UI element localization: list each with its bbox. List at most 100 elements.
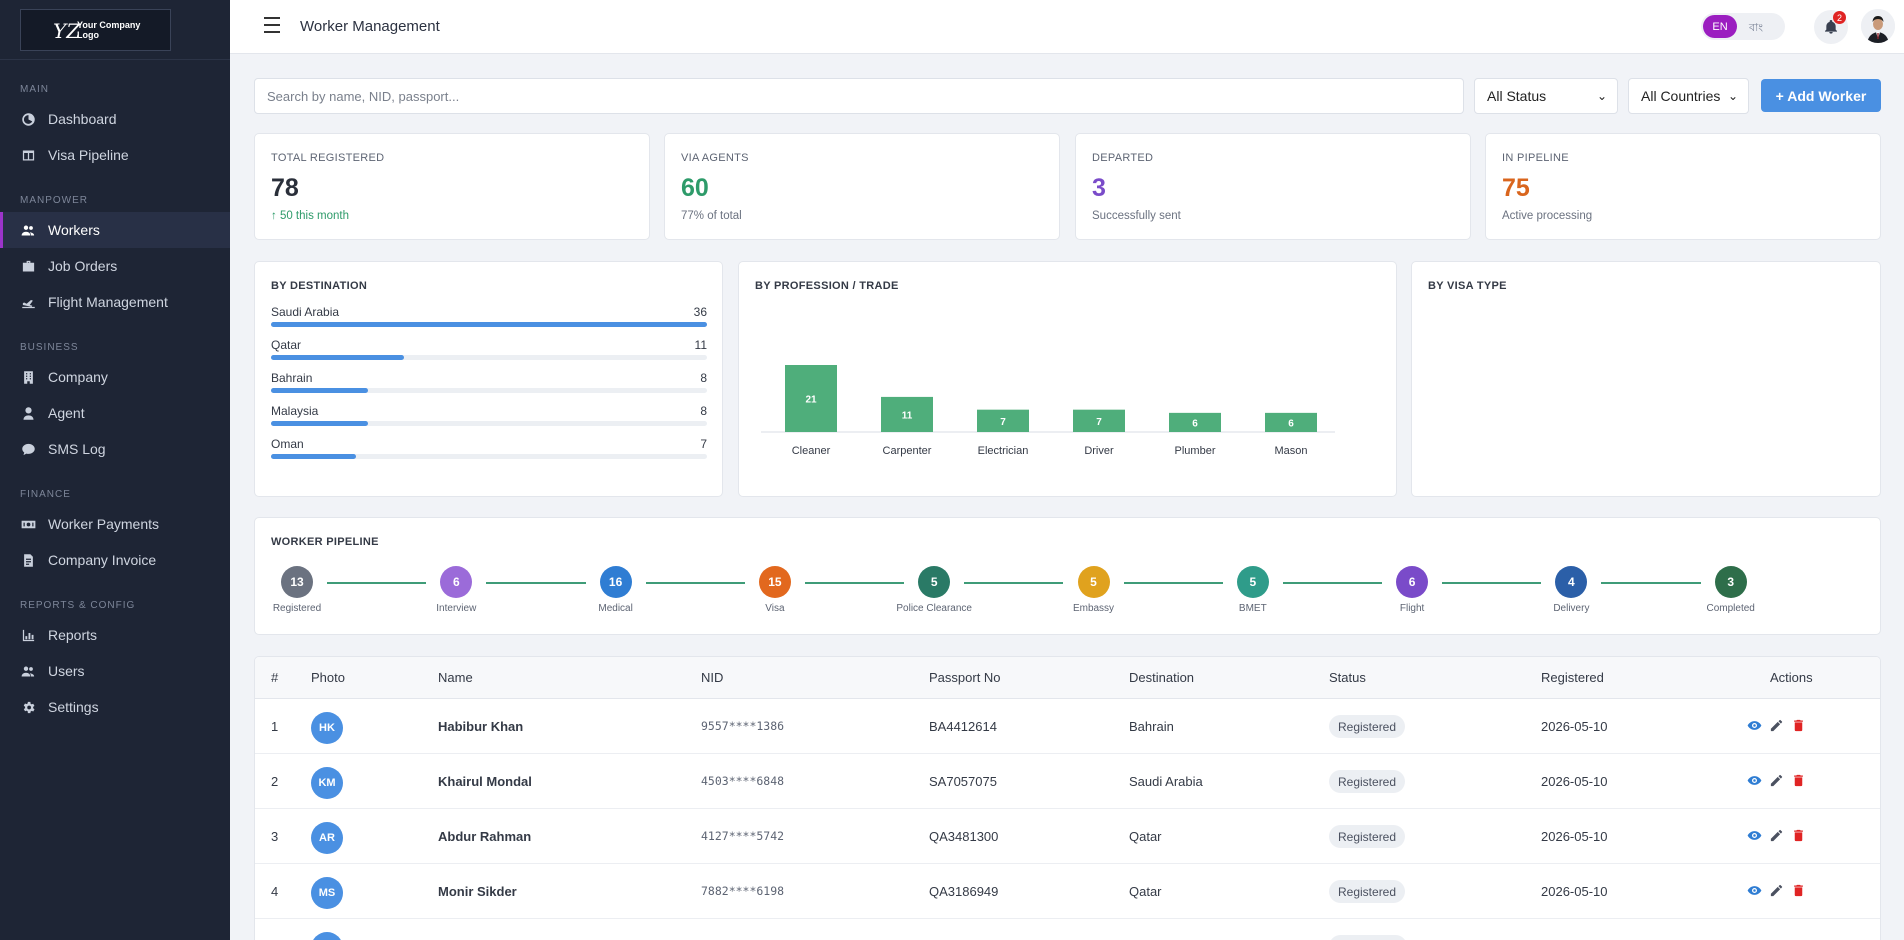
destination-row: Malaysia 8 [271, 404, 707, 426]
nav-section-label: BUSINESS [20, 342, 79, 353]
sidebar-item-users[interactable]: Users [0, 653, 230, 689]
sidebar-item-company-invoice[interactable]: Company Invoice [0, 542, 230, 578]
worker-passport: BA4412614 [929, 719, 997, 734]
delete-icon[interactable] [1790, 772, 1806, 788]
worker-destination: Qatar [1129, 884, 1162, 899]
user-icon [20, 405, 36, 421]
edit-icon[interactable] [1768, 827, 1784, 843]
pipeline-step[interactable]: 3 Completed [1691, 566, 1771, 614]
pipeline-count: 13 [281, 566, 313, 598]
profession-bar[interactable] [881, 396, 933, 432]
pipeline-step[interactable]: 4 Delivery [1531, 566, 1611, 614]
pipeline-step[interactable]: 5 BMET [1213, 566, 1293, 614]
delete-icon[interactable] [1790, 882, 1806, 898]
sidebar-item-visa-pipeline[interactable]: Visa Pipeline [0, 137, 230, 173]
category-label: Plumber [1175, 445, 1216, 457]
nav-section-label: MANPOWER [20, 195, 88, 206]
worker-name[interactable]: Habibur Khan [438, 719, 524, 734]
profession-bar[interactable] [977, 409, 1029, 432]
status-badge: Registered [1329, 770, 1406, 793]
pipeline-step[interactable]: 13 Registered [257, 566, 337, 614]
worker-nid: 4127****5742 [701, 829, 785, 843]
gear-icon [20, 699, 36, 715]
pipeline-step[interactable]: 6 Interview [416, 566, 496, 614]
profession-card: BY PROFESSION / TRADE 21 Cleaner 11 Carpent… [738, 261, 1397, 497]
top-bar: Worker Management EN বাং 2 [230, 0, 1904, 54]
view-icon[interactable] [1746, 827, 1762, 843]
plane-icon [20, 294, 36, 310]
company-logo[interactable]: YZ Your Company Logo [20, 9, 171, 51]
pipeline-step-label: Flight [1399, 603, 1425, 614]
user-avatar[interactable] [1861, 9, 1895, 43]
edit-icon[interactable] [1768, 882, 1784, 898]
pipeline-step[interactable]: 5 Embassy [1054, 566, 1134, 614]
pipeline-step[interactable]: 16 Medical [576, 566, 656, 614]
profession-bar[interactable] [785, 365, 837, 432]
pipeline-step[interactable]: 15 Visa [735, 566, 815, 614]
category-label: Driver [1084, 445, 1114, 457]
sidebar-item-settings[interactable]: Settings [0, 689, 230, 725]
column-header[interactable]: Registered [1541, 670, 1604, 685]
worker-name[interactable]: Khairul Mondal [438, 774, 532, 789]
sidebar-item-agent[interactable]: Agent [0, 395, 230, 431]
pipeline-count: 6 [440, 566, 473, 598]
column-header[interactable]: Status [1329, 670, 1366, 685]
sidebar-item-reports[interactable]: Reports [0, 617, 230, 653]
profession-bar[interactable] [1073, 409, 1125, 432]
pipeline-connector [1282, 582, 1383, 584]
invoice-icon [20, 552, 36, 568]
worker-name[interactable]: Monir Sikder [438, 884, 517, 899]
table-row[interactable]: 4 MS Monir Sikder 7882****6198 QA3186949… [255, 864, 1880, 919]
status-filter-select[interactable]: All Status ⌄ [1474, 78, 1618, 114]
pipeline-step[interactable]: 6 Flight [1372, 566, 1452, 614]
column-header[interactable]: Destination [1129, 670, 1195, 685]
destination-count: 7 [700, 437, 707, 451]
column-header[interactable]: # [271, 670, 279, 685]
pipeline-count: 6 [1396, 566, 1429, 598]
table-row[interactable] [255, 919, 1880, 940]
status-filter-value: All Status [1487, 88, 1547, 104]
pipeline-step-label: Delivery [1553, 603, 1590, 614]
sidebar-item-label: Company Invoice [48, 552, 157, 568]
sidebar-item-dashboard[interactable]: Dashboard [0, 101, 230, 137]
sidebar-item-workers[interactable]: Workers [0, 212, 230, 248]
menu-toggle-icon[interactable] [264, 17, 280, 33]
row-actions [1746, 772, 1806, 788]
sidebar-item-company[interactable]: Company [0, 359, 230, 395]
edit-icon[interactable] [1768, 772, 1784, 788]
worker-name[interactable]: Abdur Rahman [438, 829, 532, 844]
pipeline-card: WORKER PIPELINE 13 Registered 6 Intervie… [254, 517, 1881, 635]
pipeline-step[interactable]: 5 Police Clearance [894, 566, 974, 614]
nav-section-label: REPORTS & CONFIG [20, 600, 136, 611]
table-row[interactable]: 3 AR Abdur Rahman 4127****5742 QA3481300… [255, 809, 1880, 864]
column-header[interactable]: NID [701, 670, 724, 685]
category-label: Electrician [978, 445, 1029, 457]
sidebar-item-sms-log[interactable]: SMS Log [0, 431, 230, 467]
table-row[interactable]: 1 HK Habibur Khan 9557****1386 BA4412614… [255, 699, 1880, 754]
add-worker-button[interactable]: + Add Worker [1761, 79, 1881, 112]
destination-bar-track [271, 355, 707, 360]
column-header[interactable]: Passport No [929, 670, 1001, 685]
sidebar-item-flight-management[interactable]: Flight Management [0, 284, 230, 320]
search-input[interactable] [254, 78, 1464, 114]
view-icon[interactable] [1746, 772, 1762, 788]
notification-button[interactable]: 2 [1814, 10, 1848, 44]
language-toggle[interactable]: EN বাং [1701, 13, 1785, 40]
column-header[interactable]: Name [438, 670, 473, 685]
column-header[interactable]: Actions [1770, 670, 1813, 685]
lang-en-button[interactable]: EN [1703, 15, 1737, 38]
view-icon[interactable] [1746, 882, 1762, 898]
lang-bn-button[interactable]: বাং [1749, 22, 1764, 34]
stat-card-departed: DEPARTED 3 Successfully sent [1075, 133, 1471, 240]
delete-icon[interactable] [1790, 717, 1806, 733]
delete-icon[interactable] [1790, 827, 1806, 843]
edit-icon[interactable] [1768, 717, 1784, 733]
view-icon[interactable] [1746, 717, 1762, 733]
table-row[interactable]: 2 KM Khairul Mondal 4503****6848 SA70570… [255, 754, 1880, 809]
sidebar-item-worker-payments[interactable]: Worker Payments [0, 506, 230, 542]
column-header[interactable]: Photo [311, 670, 345, 685]
sidebar-item-job-orders[interactable]: Job Orders [0, 248, 230, 284]
country-filter-select[interactable]: All Countries ⌄ [1628, 78, 1749, 114]
profession-bar[interactable] [1265, 412, 1317, 432]
profession-bar[interactable] [1169, 412, 1221, 432]
